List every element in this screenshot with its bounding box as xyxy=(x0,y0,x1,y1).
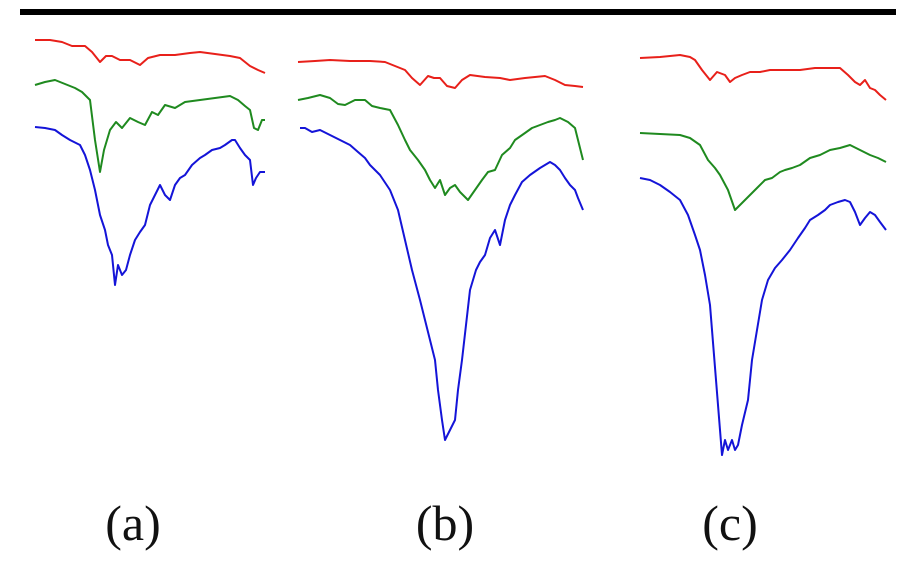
trace-green xyxy=(639,132,887,211)
panel-label: (b) xyxy=(416,495,474,551)
trace-green xyxy=(34,79,265,173)
panel-c xyxy=(639,54,887,456)
top-rule xyxy=(20,9,896,15)
trace-red xyxy=(35,39,266,74)
trace-blue xyxy=(639,177,887,456)
panel-label: (c) xyxy=(702,495,758,551)
trace-blue xyxy=(300,127,584,441)
trace-blue xyxy=(34,126,265,286)
panel-a xyxy=(34,39,266,286)
panel-label: (a) xyxy=(105,495,161,551)
trace-red xyxy=(639,54,887,101)
trace-green xyxy=(297,94,584,201)
trace-red xyxy=(297,59,584,89)
panel-b xyxy=(297,59,584,441)
